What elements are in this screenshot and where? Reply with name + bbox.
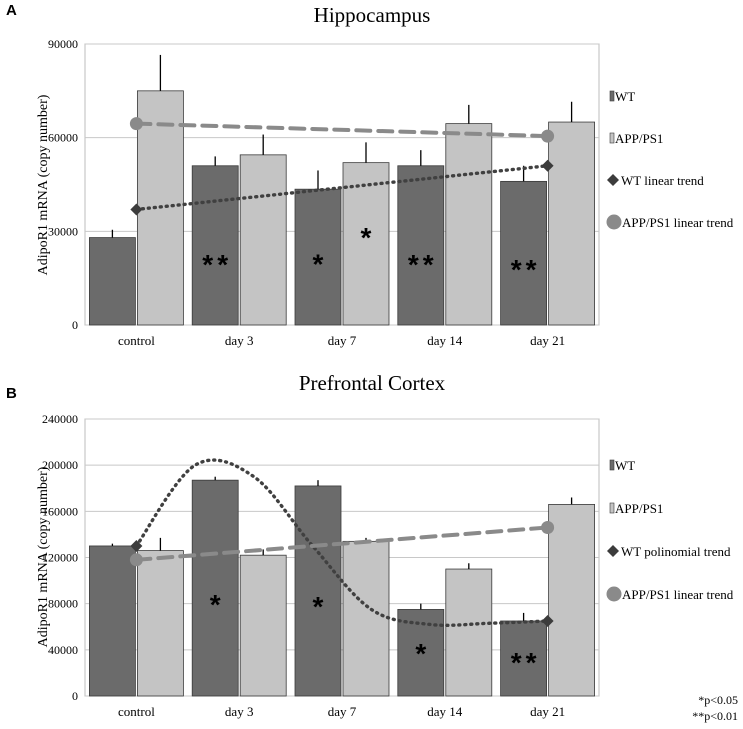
pa-trend-marker-1-1 xyxy=(541,129,555,143)
pb-xtick-0: control xyxy=(118,704,155,719)
pb-bar-appps1-3 xyxy=(445,568,493,697)
pb-xtick-3: day 14 xyxy=(427,704,463,719)
panel-b-chart: 0 40000 80000 120000 160000 200000 240000 contr… xyxy=(42,412,734,719)
pb-ytick-5: 200000 xyxy=(42,458,78,472)
pa-sig-wt-4: ** xyxy=(511,254,541,285)
pb-bar-wt-0 xyxy=(89,545,136,697)
pb-bar-appps1-2 xyxy=(342,540,390,697)
pb-sig-wt-2: * xyxy=(313,591,328,622)
pb-ytick-6: 240000 xyxy=(42,412,78,426)
pa-sig-wt-1: ** xyxy=(202,249,232,280)
pa-sig-wt-2: * xyxy=(313,248,328,279)
pb-legend-swatch-0 xyxy=(609,459,615,471)
panel-a-ylabel: AdipoR1 mRNA (copy number) xyxy=(36,94,51,275)
pb-bar-appps1-0 xyxy=(136,550,184,697)
pb-trend-marker-0-1 xyxy=(541,614,554,627)
pb-trend-marker-0-0 xyxy=(130,539,143,552)
pa-bar-appps1-4 xyxy=(548,121,595,326)
pa-ytick-1: 30000 xyxy=(48,224,78,238)
pb-bar-appps1-4 xyxy=(548,504,595,697)
pa-legend-label-2: WT linear trend xyxy=(621,173,704,188)
pb-ytick-2: 80000 xyxy=(48,597,78,611)
pb-legend-swatch-1 xyxy=(609,502,615,514)
pb-sig-wt-3: * xyxy=(415,638,430,669)
pa-xtick-1: day 3 xyxy=(225,333,254,348)
pb-legend-label-2: WT polinomial trend xyxy=(621,544,731,559)
pb-sig-wt-4: ** xyxy=(511,647,541,678)
panel-a-title: Hippocampus xyxy=(314,3,431,27)
pb-ytick-0: 0 xyxy=(72,689,78,703)
pa-ytick-3: 90000 xyxy=(48,37,78,51)
pa-trend-marker-0-0 xyxy=(130,203,143,216)
pa-ytick-2: 60000 xyxy=(48,131,78,145)
pb-xtick-2: day 7 xyxy=(328,704,357,719)
pb-legend-label-0: WT xyxy=(615,458,635,473)
note-p005: *p<0.05 xyxy=(698,693,738,707)
pa-legend-swatch-2 xyxy=(607,174,619,186)
pa-trend-line-1 xyxy=(134,121,550,139)
pb-legend-label-3: APP/PS1 linear trend xyxy=(622,587,734,602)
pb-xtick-4: day 21 xyxy=(530,704,565,719)
pa-bar-appps1-1 xyxy=(239,154,287,326)
pb-xtick-1: day 3 xyxy=(225,704,254,719)
pa-legend-swatch-0 xyxy=(609,90,615,102)
note-p001: **p<0.01 xyxy=(692,709,738,723)
pa-sig-apps1-2: * xyxy=(361,222,376,253)
pa-xtick-0: control xyxy=(118,333,155,348)
pb-bar-wt-4 xyxy=(500,620,548,697)
pb-legend-swatch-2 xyxy=(607,545,619,557)
pa-legend-swatch-3 xyxy=(606,214,622,230)
pa-sig-wt-3: ** xyxy=(408,249,438,280)
pa-bar-wt-1 xyxy=(191,165,239,326)
panel-b-letter: B xyxy=(6,385,17,402)
pa-xtick-3: day 14 xyxy=(427,333,463,348)
pa-legend-label-0: WT xyxy=(615,89,635,104)
pa-xtick-2: day 7 xyxy=(328,333,357,348)
pa-bar-wt-3 xyxy=(397,165,445,326)
pa-legend-swatch-1 xyxy=(609,132,615,144)
panel-b-ylabel: AdipoR1 mRNA (copy number) xyxy=(36,466,51,647)
pa-bar-appps1-3 xyxy=(445,123,493,326)
panel-a-letter: A xyxy=(6,2,17,19)
pb-trend-line-1 xyxy=(134,525,550,562)
pb-ytick-1: 40000 xyxy=(48,643,78,657)
pa-bar-wt-4 xyxy=(500,180,548,326)
pa-legend-label-3: APP/PS1 linear trend xyxy=(622,215,734,230)
pa-trend-marker-0-1 xyxy=(541,159,554,172)
pa-trend-marker-1-0 xyxy=(129,117,143,131)
pb-ytick-3: 120000 xyxy=(42,551,78,565)
panel-b-title: Prefrontal Cortex xyxy=(299,371,446,395)
pa-trend-line-0 xyxy=(134,164,550,212)
pb-ytick-4: 160000 xyxy=(42,504,78,518)
pb-trend-marker-1-1 xyxy=(541,520,555,534)
pa-bar-wt-0 xyxy=(89,237,136,326)
pa-ytick-0: 0 xyxy=(72,318,78,332)
pb-bar-wt-2 xyxy=(294,485,342,697)
pa-xtick-4: day 21 xyxy=(530,333,565,348)
pb-legend-label-1: APP/PS1 xyxy=(615,501,663,516)
pa-legend-label-1: APP/PS1 xyxy=(615,131,663,146)
pb-bar-wt-1 xyxy=(191,479,239,697)
pb-sig-wt-1: * xyxy=(210,589,225,620)
pb-trend-marker-1-0 xyxy=(129,553,143,567)
pb-trend-line-0 xyxy=(134,458,550,628)
pb-bar-appps1-1 xyxy=(239,554,287,697)
pb-legend-swatch-3 xyxy=(606,586,622,602)
